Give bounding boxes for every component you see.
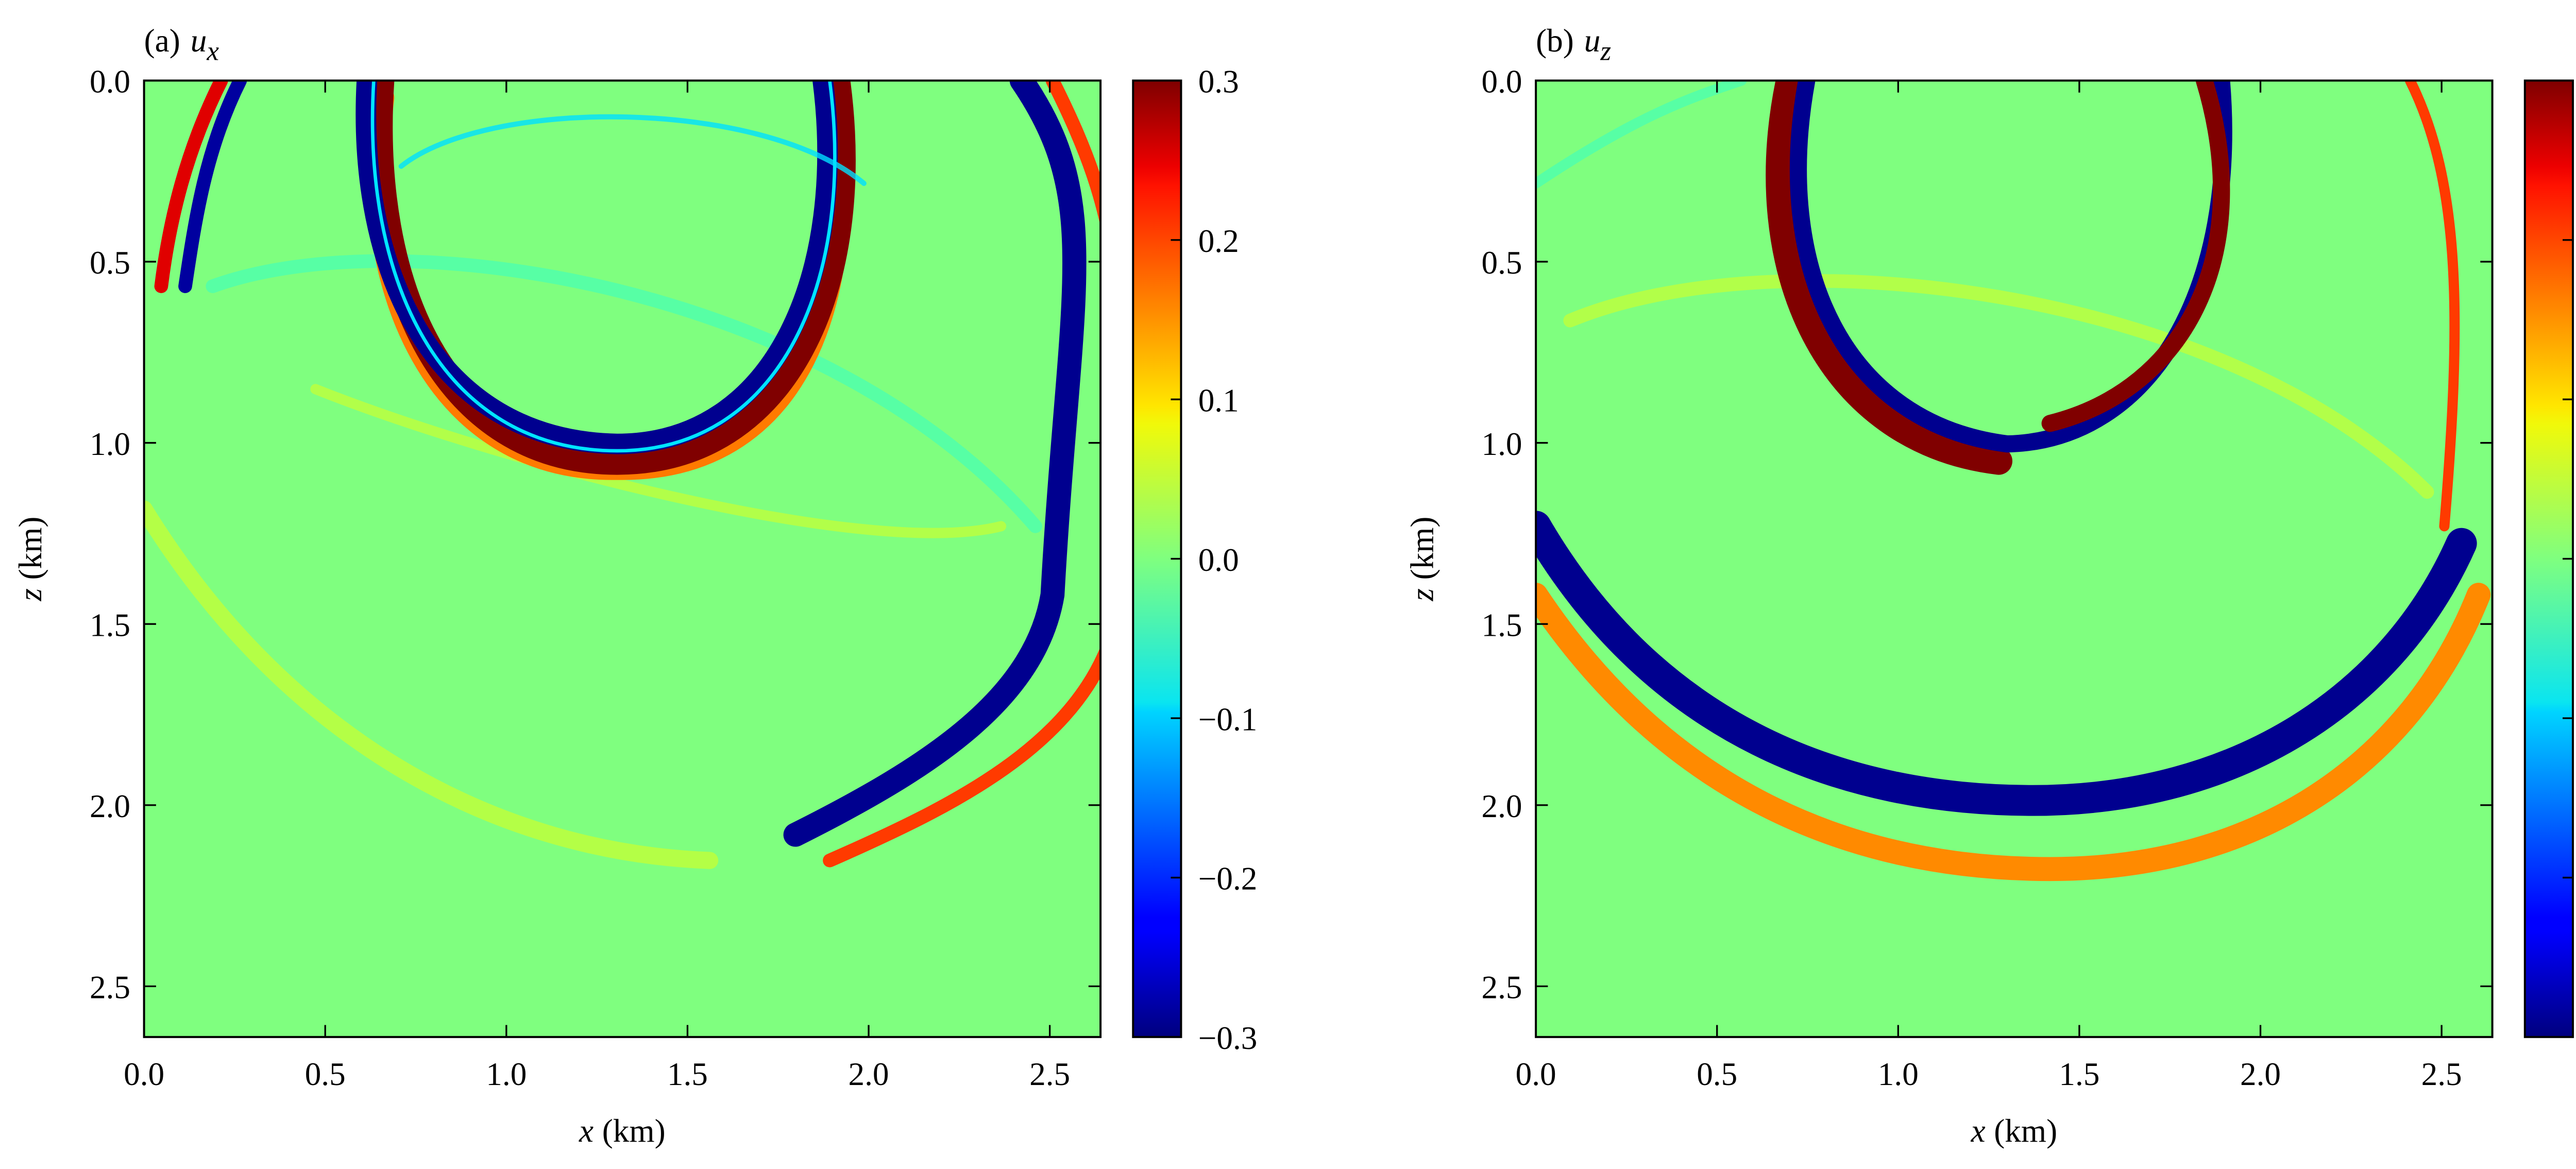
x-tick-label: 1.5 [2059, 1056, 2099, 1092]
y-tick-label: 1.0 [1481, 426, 1522, 462]
heatmap-background [1536, 80, 2493, 1037]
wavefront [310, 384, 1007, 538]
x-axis-label: x (km) [1971, 1113, 2058, 1149]
heatmap [144, 80, 1101, 1037]
colorbar-tick-label: −0.2 [1198, 861, 1258, 897]
y-label-symbol: z [12, 588, 48, 602]
wavefront [1536, 80, 1747, 189]
colorbar-tick-label: 0.2 [1198, 223, 1239, 259]
colorbar-tick-label: 0.1 [1198, 382, 1239, 418]
axes-frame [1535, 79, 2494, 1038]
title-variable: u [1584, 23, 1601, 59]
colorbar-tick-label: −0.3 [1198, 1020, 1258, 1056]
y-axis-label: z (km) [1404, 517, 1440, 602]
x-tick-label: 0.5 [1697, 1056, 1737, 1092]
panel-title: (a) ux [144, 23, 219, 66]
x-tick-label: 2.0 [849, 1056, 889, 1092]
x-axis-label: x (km) [579, 1113, 666, 1149]
wavefront [1536, 511, 2477, 816]
y-tick-label: 1.5 [1481, 607, 1522, 643]
wavefront [355, 80, 838, 454]
wavefront [206, 254, 1042, 533]
colorbar-tick-label: −0.1 [1198, 701, 1258, 737]
x-tick-label: 2.5 [1029, 1056, 1070, 1092]
x-tick-label: 0.0 [1516, 1056, 1556, 1092]
panel-label: (b) [1536, 23, 1574, 59]
panel: (a) ux0.0 0.5 1.0 1.5 2.0 2.50.00.51.01.52.02.… [12, 23, 1257, 1149]
axes-frame [143, 79, 1102, 1038]
x-label-unit: (km) [1994, 1113, 2057, 1149]
x-label-symbol: x [1971, 1113, 1986, 1149]
wavefront [178, 80, 247, 293]
y-label-symbol: z [1404, 588, 1440, 602]
wavefront [398, 114, 867, 186]
y-axis-label: z (km) [12, 517, 48, 602]
wavefront [154, 80, 228, 293]
x-tick-label: 1.0 [1878, 1056, 1919, 1092]
y-tick-label: 0.0 [90, 64, 130, 100]
y-tick-label: 0.5 [90, 245, 130, 281]
y-tick-label: 1.0 [90, 426, 130, 462]
colorbar-tick-label: 0.3 [1198, 64, 1239, 100]
y-tick-label: 2.0 [1481, 788, 1522, 824]
heatmap-background [144, 80, 1101, 1037]
y-tick-label: 2.5 [1481, 970, 1522, 1006]
wavefront [2404, 80, 2460, 532]
wavefront [1766, 80, 2013, 475]
title-variable: u [191, 23, 207, 59]
y-tick-label: 0.0 [1481, 64, 1522, 100]
wavefront [370, 80, 837, 453]
wavefront [783, 80, 1087, 847]
y-tick-label: 2.5 [90, 970, 130, 1006]
y-label-unit: (km) [1404, 517, 1440, 580]
y-tick-label: 1.5 [90, 607, 130, 643]
colorbar-tick-label: 0.0 [1198, 542, 1239, 578]
x-tick-label: 2.5 [2421, 1056, 2462, 1092]
panel: (b) uz0.0 0.5 1.0 1.5 2.0 2.50.00.51.01.52.02.… [1404, 23, 2574, 1149]
title-subscript: z [1600, 36, 1611, 66]
wavefront [144, 500, 719, 869]
x-label-symbol: x [579, 1113, 594, 1149]
panel-label: (a) [144, 23, 180, 59]
heatmap [1536, 80, 2493, 1037]
x-tick-label: 1.0 [486, 1056, 527, 1092]
wavefront [2041, 80, 2230, 432]
y-label-unit: (km) [12, 517, 48, 580]
y-tick-label: 0.5 [1481, 245, 1522, 281]
x-tick-label: 2.0 [2240, 1056, 2281, 1092]
wavefront [1563, 274, 2434, 499]
x-tick-label: 0.0 [124, 1056, 164, 1092]
x-label-unit: (km) [602, 1113, 666, 1149]
panel-title: (b) uz [1536, 23, 1611, 66]
y-tick-label: 2.0 [90, 788, 130, 824]
wavefront [1536, 583, 2491, 882]
x-tick-label: 0.5 [305, 1056, 346, 1092]
title-subscript: x [206, 36, 219, 66]
x-tick-label: 1.5 [667, 1056, 708, 1092]
